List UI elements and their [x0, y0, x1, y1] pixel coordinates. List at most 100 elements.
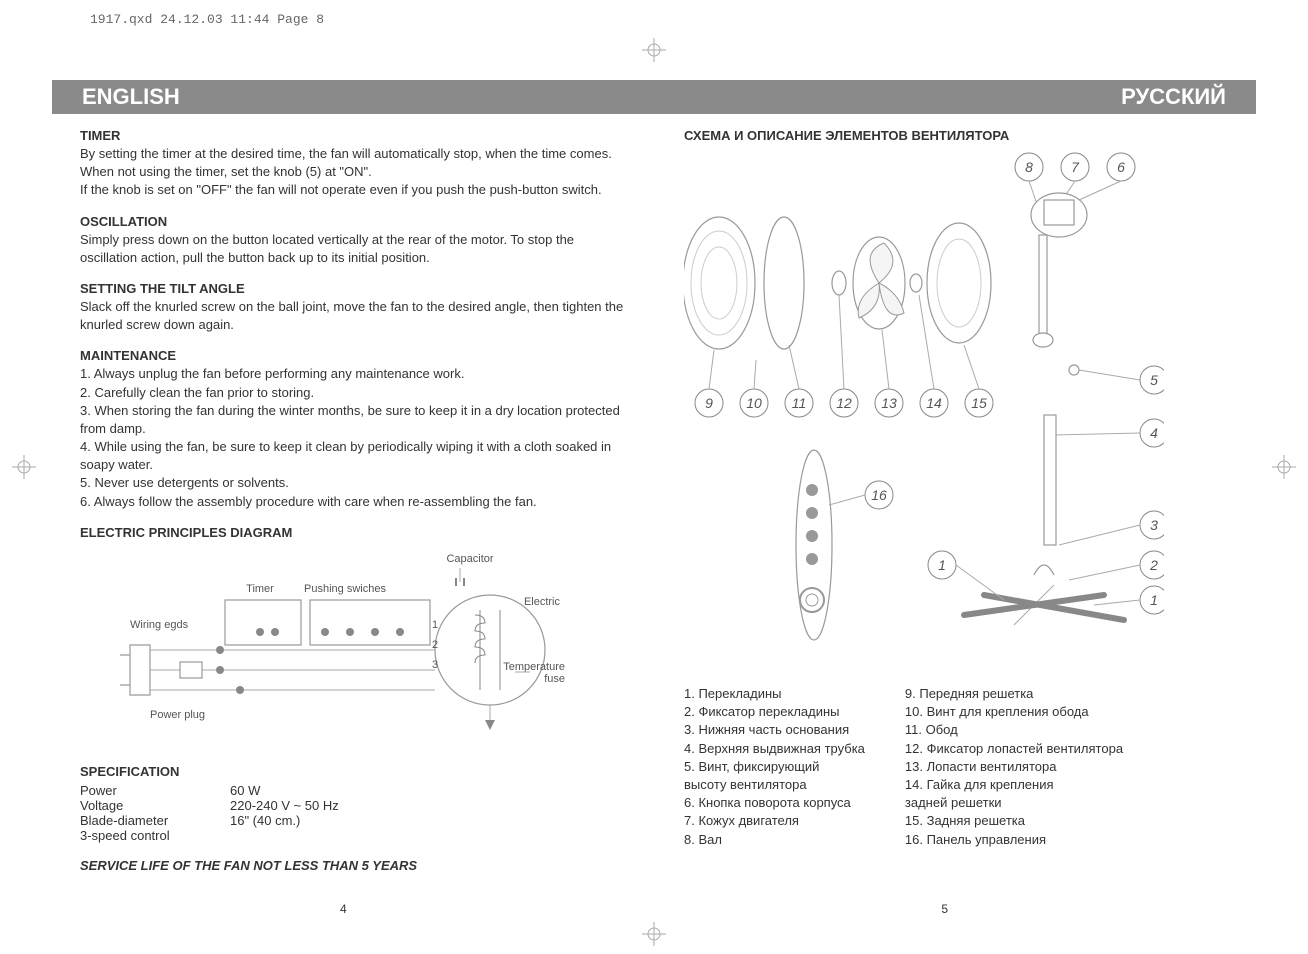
spec-label: Blade-diameter — [80, 813, 230, 828]
list-item: 1. Перекладины — [684, 685, 865, 703]
english-column: TIMER By setting the timer at the desire… — [80, 128, 624, 894]
table-row: Voltage 220-240 V ~ 50 Hz — [80, 798, 624, 813]
callout-2: 2 — [1140, 551, 1164, 579]
page-number-right: 5 — [941, 902, 948, 916]
spec-value: 220-240 V ~ 50 Hz — [230, 798, 339, 813]
crop-mark-top — [642, 38, 666, 62]
header-english: ENGLISH — [82, 84, 180, 110]
svg-text:5: 5 — [1150, 372, 1158, 388]
list-item: задней решетки — [905, 794, 1123, 812]
svg-text:Electric: Electric — [524, 596, 561, 608]
svg-text:Capacitor: Capacitor — [446, 553, 493, 565]
timer-text: If the knob is set on "OFF" the fan will… — [80, 181, 624, 199]
list-item: 1. Always unplug the fan before performi… — [80, 365, 624, 383]
language-header-bar: ENGLISH РУССКИЙ — [52, 80, 1256, 114]
svg-text:9: 9 — [705, 395, 713, 411]
svg-text:12: 12 — [836, 395, 852, 411]
list-item: 4. While using the fan, be sure to keep … — [80, 438, 624, 474]
callout-7: 7 — [1061, 153, 1089, 181]
callout-5: 5 — [1140, 366, 1164, 394]
list-item: 9. Передняя решетка — [905, 685, 1123, 703]
list-item: 2. Carefully clean the fan prior to stor… — [80, 384, 624, 402]
svg-text:Pushing swiches: Pushing swiches — [304, 583, 386, 595]
list-item: 6. Кнопка поворота корпуса — [684, 794, 865, 812]
maintenance-list: 1. Always unplug the fan before performi… — [80, 365, 624, 511]
maintenance-heading: MAINTENANCE — [80, 348, 624, 363]
list-item: 2. Фиксатор перекладины — [684, 703, 865, 721]
callout-14: 14 — [920, 389, 948, 417]
svg-text:10: 10 — [746, 395, 762, 411]
legend-left: 1. Перекладины 2. Фиксатор перекладины 3… — [684, 685, 865, 849]
legend-right: 9. Передняя решетка 10. Винт для креплен… — [905, 685, 1123, 849]
spec-value: 60 W — [230, 783, 260, 798]
header-russian: РУССКИЙ — [1121, 84, 1226, 110]
callout-4: 4 — [1140, 419, 1164, 447]
svg-text:6: 6 — [1117, 159, 1125, 175]
svg-text:1: 1 — [1150, 592, 1158, 608]
list-item: 3. When storing the fan during the winte… — [80, 402, 624, 438]
spec-value: 16" (40 cm.) — [230, 813, 300, 828]
electric-diagram: Capacitor Timer Pushing swiches Electric… — [120, 550, 580, 750]
svg-text:7: 7 — [1071, 159, 1080, 175]
list-item: 16. Панель управления — [905, 831, 1123, 849]
list-item: 5. Never use detergents or solvents. — [80, 474, 624, 492]
specification-heading: SPECIFICATION — [80, 764, 624, 779]
list-item: 3. Нижняя часть основания — [684, 721, 865, 739]
list-item: 5. Винт, фиксирующий — [684, 758, 865, 776]
svg-text:3: 3 — [1150, 517, 1158, 533]
parts-legend: 1. Перекладины 2. Фиксатор перекладины 3… — [684, 685, 1228, 849]
electric-heading: ELECTRIC PRINCIPLES DIAGRAM — [80, 525, 624, 540]
timer-text: When not using the timer, set the knob (… — [80, 163, 624, 181]
exploded-view-diagram: 8 7 6 5 4 3 2 1 — [684, 145, 1164, 675]
table-row: 3-speed control — [80, 828, 624, 843]
service-life: SERVICE LIFE OF THE FAN NOT LESS THAN 5 … — [80, 857, 624, 875]
svg-text:13: 13 — [881, 395, 897, 411]
svg-text:3: 3 — [432, 659, 438, 671]
list-item: 15. Задняя решетка — [905, 812, 1123, 830]
crop-mark-left — [12, 455, 36, 479]
svg-text:Wiring egds: Wiring egds — [130, 619, 189, 631]
tilt-text: Slack off the knurled screw on the ball … — [80, 298, 624, 334]
russian-title: СХЕМА И ОПИСАНИЕ ЭЛЕМЕНТОВ ВЕНТИЛЯТОРА — [684, 128, 1228, 143]
list-item: 4. Верхняя выдвижная трубка — [684, 740, 865, 758]
svg-text:2: 2 — [432, 639, 438, 651]
svg-text:1: 1 — [938, 557, 946, 573]
svg-text:16: 16 — [871, 487, 887, 503]
page-number-left: 4 — [340, 902, 347, 916]
svg-text:4: 4 — [1150, 425, 1158, 441]
svg-text:1: 1 — [432, 619, 438, 631]
crop-mark-right — [1272, 455, 1296, 479]
svg-text:14: 14 — [926, 395, 942, 411]
crop-mark-bottom — [642, 922, 666, 946]
print-header: 1917.qxd 24.12.03 11:44 Page 8 — [90, 12, 324, 27]
callout-16: 16 — [865, 481, 893, 509]
list-item: 11. Обод — [905, 721, 1123, 739]
list-item: 13. Лопасти вентилятора — [905, 758, 1123, 776]
list-item: 12. Фиксатор лопастей вентилятора — [905, 740, 1123, 758]
table-row: Blade-diameter 16" (40 cm.) — [80, 813, 624, 828]
svg-text:2: 2 — [1149, 557, 1158, 573]
svg-text:Timer: Timer — [246, 583, 274, 595]
spec-label: Power — [80, 783, 230, 798]
callout-11: 11 — [785, 389, 813, 417]
oscillation-heading: OSCILLATION — [80, 214, 624, 229]
list-item: 7. Кожух двигателя — [684, 812, 865, 830]
callout-3: 3 — [1140, 511, 1164, 539]
timer-heading: TIMER — [80, 128, 624, 143]
list-item: 10. Винт для крепления обода — [905, 703, 1123, 721]
svg-text:Power plug: Power plug — [150, 709, 205, 721]
callout-1: 1 — [928, 551, 956, 579]
specification-table: Power 60 W Voltage 220-240 V ~ 50 Hz Bla… — [80, 783, 624, 843]
tilt-heading: SETTING THE TILT ANGLE — [80, 281, 624, 296]
svg-text:Temperature: Temperature — [503, 661, 565, 673]
spec-label: 3-speed control — [80, 828, 230, 843]
list-item: 8. Вал — [684, 831, 865, 849]
svg-text:15: 15 — [971, 395, 987, 411]
svg-text:11: 11 — [792, 395, 807, 411]
svg-text:8: 8 — [1025, 159, 1033, 175]
callout-13: 13 — [875, 389, 903, 417]
spec-label: Voltage — [80, 798, 230, 813]
oscillation-text: Simply press down on the button located … — [80, 231, 624, 267]
table-row: Power 60 W — [80, 783, 624, 798]
callout-12: 12 — [830, 389, 858, 417]
